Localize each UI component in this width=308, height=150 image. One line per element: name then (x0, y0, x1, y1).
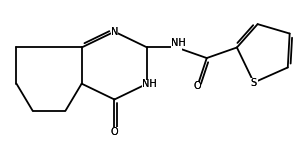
FancyBboxPatch shape (142, 80, 152, 88)
Text: NH: NH (171, 38, 186, 48)
FancyBboxPatch shape (171, 43, 182, 52)
Text: O: O (111, 126, 118, 136)
Text: O: O (193, 81, 201, 91)
Text: NH: NH (171, 38, 186, 48)
Text: S: S (251, 78, 257, 88)
Text: N: N (111, 27, 118, 37)
Text: O: O (111, 126, 118, 136)
Text: NH: NH (142, 79, 156, 89)
Text: S: S (251, 78, 257, 88)
FancyBboxPatch shape (111, 127, 118, 136)
Text: NH: NH (142, 79, 156, 89)
FancyBboxPatch shape (111, 27, 118, 36)
Text: N: N (111, 27, 118, 37)
Text: O: O (193, 81, 201, 91)
FancyBboxPatch shape (250, 78, 257, 87)
FancyBboxPatch shape (193, 82, 201, 90)
